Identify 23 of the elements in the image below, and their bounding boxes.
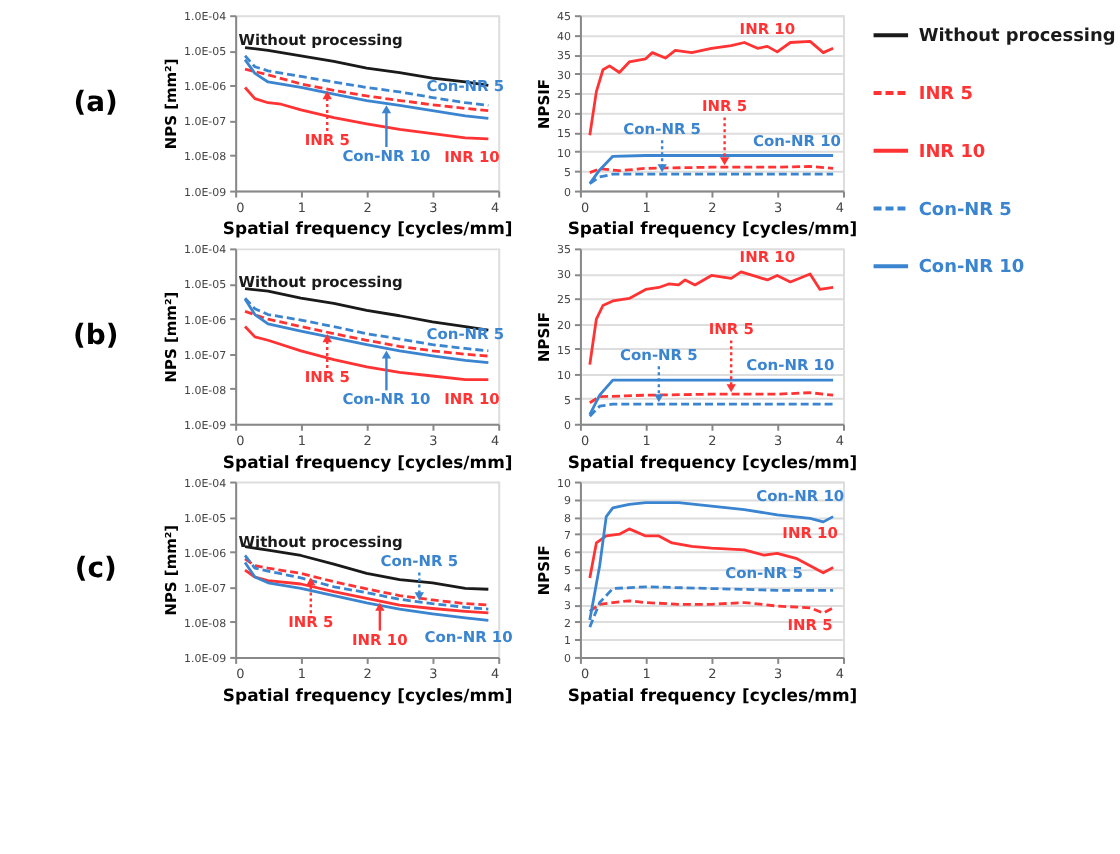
line-series: [243, 287, 490, 332]
line-series: [243, 309, 490, 358]
line-series: [588, 599, 835, 615]
x-axis-title: Spatial frequency [cycles/mm]: [567, 451, 858, 472]
x-axis-title: Spatial frequency [cycles/mm]: [222, 218, 513, 239]
x-axis-title: Spatial frequency [cycles/mm]: [222, 684, 513, 705]
line-series: [588, 39, 835, 137]
line-series: [243, 325, 490, 382]
line-series: [243, 67, 490, 113]
legend-label: INR 10: [918, 142, 986, 163]
legend-label: Con-NR 10: [918, 258, 1025, 279]
line-series: [588, 270, 835, 367]
text: (c): [74, 553, 117, 586]
text: (b): [72, 320, 119, 353]
x-axis-title: Spatial frequency [cycles/mm]: [222, 451, 513, 472]
line-series: [588, 527, 835, 580]
legend-label: INR 5: [918, 84, 973, 105]
x-axis-title: Spatial frequency [cycles/mm]: [567, 684, 858, 705]
line-series: [588, 501, 835, 622]
text: (a): [73, 86, 118, 119]
x-axis-title: Spatial frequency [cycles/mm]: [567, 218, 858, 239]
legend-label: Without processing: [918, 27, 1116, 48]
legend-label: Con-NR 5: [918, 200, 1012, 221]
